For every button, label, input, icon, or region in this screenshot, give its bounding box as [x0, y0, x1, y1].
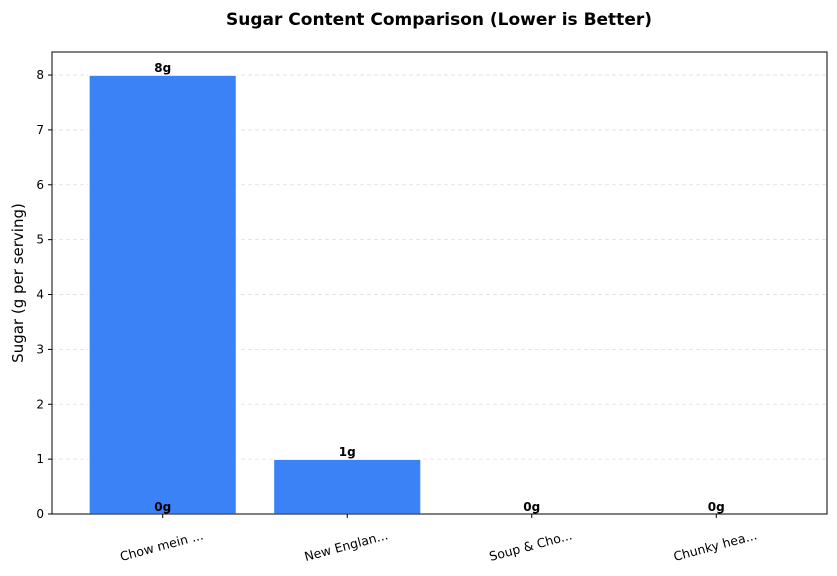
- data-label: 8g: [154, 61, 171, 75]
- bar: [272, 458, 422, 515]
- y-tick-label: 8: [36, 68, 44, 82]
- y-tick-label: 1: [36, 452, 44, 466]
- data-label: 0g: [523, 500, 540, 514]
- data-label: 1g: [339, 445, 356, 459]
- y-tick-label: 4: [36, 288, 44, 302]
- y-tick-label: 2: [36, 397, 44, 411]
- x-tick-label: New Englan...: [303, 527, 390, 564]
- y-tick-label: 7: [36, 123, 44, 137]
- x-tick-label: Soup & Cho...: [488, 527, 574, 564]
- y-tick-label: 6: [36, 178, 44, 192]
- y-axis-label: Sugar (g per serving): [9, 203, 27, 363]
- plot-frame: [51, 51, 828, 515]
- chart-title: Sugar Content Comparison (Lower is Bette…: [226, 10, 652, 30]
- x-tick-label: Chow mein ...: [118, 527, 205, 564]
- y-tick-label: 5: [36, 233, 44, 247]
- bar: [88, 74, 238, 515]
- y-tick-label: 3: [36, 342, 44, 356]
- extra-data-label: 0g: [154, 500, 171, 514]
- data-label: 0g: [708, 500, 725, 514]
- y-tick-label: 0: [36, 507, 44, 521]
- x-tick-label: Chunky hea...: [672, 527, 759, 564]
